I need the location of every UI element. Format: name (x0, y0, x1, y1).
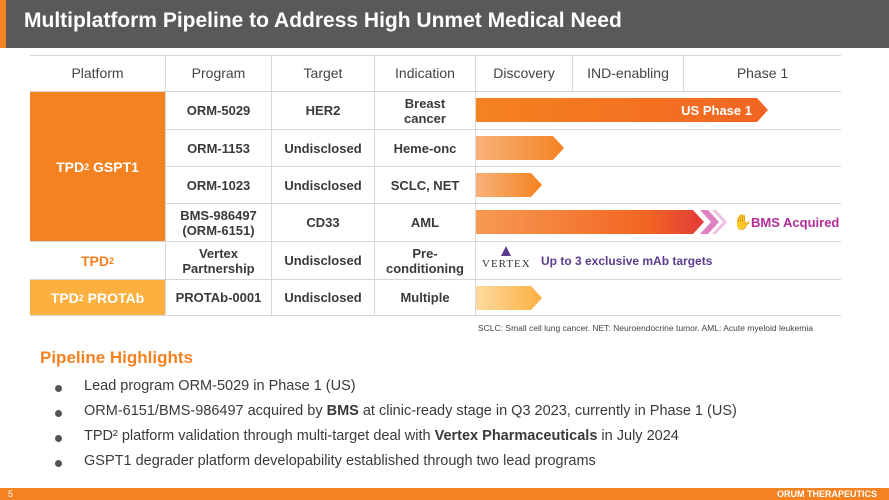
col-divider (165, 56, 166, 315)
header-indication: Indication (395, 65, 455, 81)
bullet-text-pre: ORM-6151/BMS-986497 acquired by (84, 403, 327, 419)
arrow-orm-1153 (476, 136, 564, 160)
col-divider (374, 56, 375, 315)
footnote: SCLC: Small cell lung cancer. NET: Neuro… (478, 323, 813, 333)
platform-tpd2-gspt1: TPD 2 GSPT1 (30, 92, 165, 241)
bullet-text-pre: TPD² platform validation through multi-t… (84, 428, 435, 444)
bullet-text-pre: GSPT1 degrader platform developability e… (84, 453, 596, 469)
program-cell: ORM-1023 (186, 177, 251, 193)
footer-bar (0, 488, 889, 500)
title-accent (0, 0, 6, 48)
vertex-logo: VERTEX (482, 258, 531, 270)
col-divider (683, 56, 684, 91)
arrow-orm-5029 (476, 98, 768, 122)
indication-cell: Multiple (400, 290, 450, 305)
target-cell: Undisclosed (284, 253, 362, 268)
row-divider (165, 166, 841, 167)
row-divider (165, 203, 841, 204)
platform-suffix: GSPT1 (89, 158, 139, 175)
table-header-border (30, 91, 841, 92)
platform-sup: 2 (78, 292, 84, 303)
program-cell: ORM-5029 (186, 103, 251, 118)
bms-acquired-label: BMS Acquired (751, 215, 840, 230)
program-cell: PROTAb-0001 (175, 290, 262, 305)
hand-icon: ✋ (733, 214, 752, 231)
title-bar (0, 0, 889, 48)
header-platform: Platform (71, 65, 124, 81)
table-top-border (30, 55, 841, 56)
arrow-protab-0001 (476, 286, 542, 310)
indication-cell: SCLC, NET (390, 177, 460, 193)
bullet-text-post: at clinic-ready stage in Q3 2023, curren… (358, 403, 737, 419)
platform-label: TPD (56, 158, 85, 175)
col-divider (572, 56, 573, 91)
indication-cell: Heme-onc (393, 140, 457, 156)
vertex-deal-label: Up to 3 exclusive mAb targets (541, 254, 713, 268)
bullet-text: Lead program ORM-5029 in Phase 1 (US) (84, 378, 356, 394)
header-ind-enabling: IND-enabling (587, 65, 669, 81)
arrow-chevron (712, 210, 727, 234)
program-cell: Vertex Partnership (182, 245, 255, 276)
col-divider (475, 56, 476, 315)
vertex-logo-mark (501, 246, 511, 256)
target-cell: Undisclosed (284, 290, 362, 305)
row-divider (165, 129, 841, 130)
header-phase-1: Phase 1 (736, 65, 789, 81)
header-target: Target (303, 65, 343, 81)
arrow-chevron (700, 210, 719, 234)
bullet-text-bold: BMS (326, 403, 359, 419)
platform-tpd2-protab: TPD 2 PROTAb (30, 280, 165, 315)
bullet-dot (55, 410, 62, 417)
bullet-dot (55, 385, 62, 392)
row-divider (30, 279, 841, 280)
target-cell: CD33 (306, 215, 340, 230)
platform-tpd2: TPD 2 (30, 242, 165, 279)
bullet-text-bold: Vertex Pharmaceuticals (434, 428, 598, 444)
arrow-orm-1023 (476, 173, 542, 197)
highlights-title: Pipeline Highlights (40, 348, 194, 367)
target-cell: Undisclosed (284, 177, 362, 193)
page-title: Multiplatform Pipeline to Address High U… (24, 9, 622, 32)
brand-name: ORUM THERAPEUTICS (776, 489, 877, 499)
bullet-text: GSPT1 degrader platform developability e… (84, 453, 596, 469)
bullet-text-pre: Lead program ORM-5029 in Phase 1 (US) (84, 378, 356, 394)
platform-label: TPD (80, 252, 109, 269)
platform-suffix: PROTAb (83, 289, 145, 306)
page-number: 5 (8, 489, 14, 499)
target-cell: HER2 (305, 103, 341, 118)
bullet-text-post: in July 2024 (597, 428, 679, 444)
platform-label: TPD (50, 289, 79, 306)
arrow-bms-986497 (476, 210, 704, 234)
header-discovery: Discovery (493, 65, 555, 81)
program-cell: BMS-986497 (ORM-6151) (180, 207, 257, 238)
platform-sup: 2 (108, 255, 114, 266)
table-bottom-border (30, 315, 841, 316)
bullet-text: TPD² platform validation through multi-t… (84, 428, 679, 444)
indication-cell: AML (410, 215, 440, 230)
header-program: Program (191, 65, 246, 81)
bullet-dot (55, 435, 62, 442)
row-divider (30, 241, 841, 242)
indication-cell: Pre- conditioning (386, 245, 464, 276)
platform-sup: 2 (84, 161, 90, 172)
program-cell: ORM-1153 (187, 140, 250, 156)
indication-cell: Breast cancer (404, 95, 446, 126)
us-phase-1-label: US Phase 1 (681, 102, 752, 118)
target-cell: Undisclosed (284, 140, 362, 156)
bullet-text: ORM-6151/BMS-986497 acquired by BMS at c… (84, 403, 737, 419)
bullet-dot (55, 460, 62, 467)
col-divider (271, 56, 272, 315)
